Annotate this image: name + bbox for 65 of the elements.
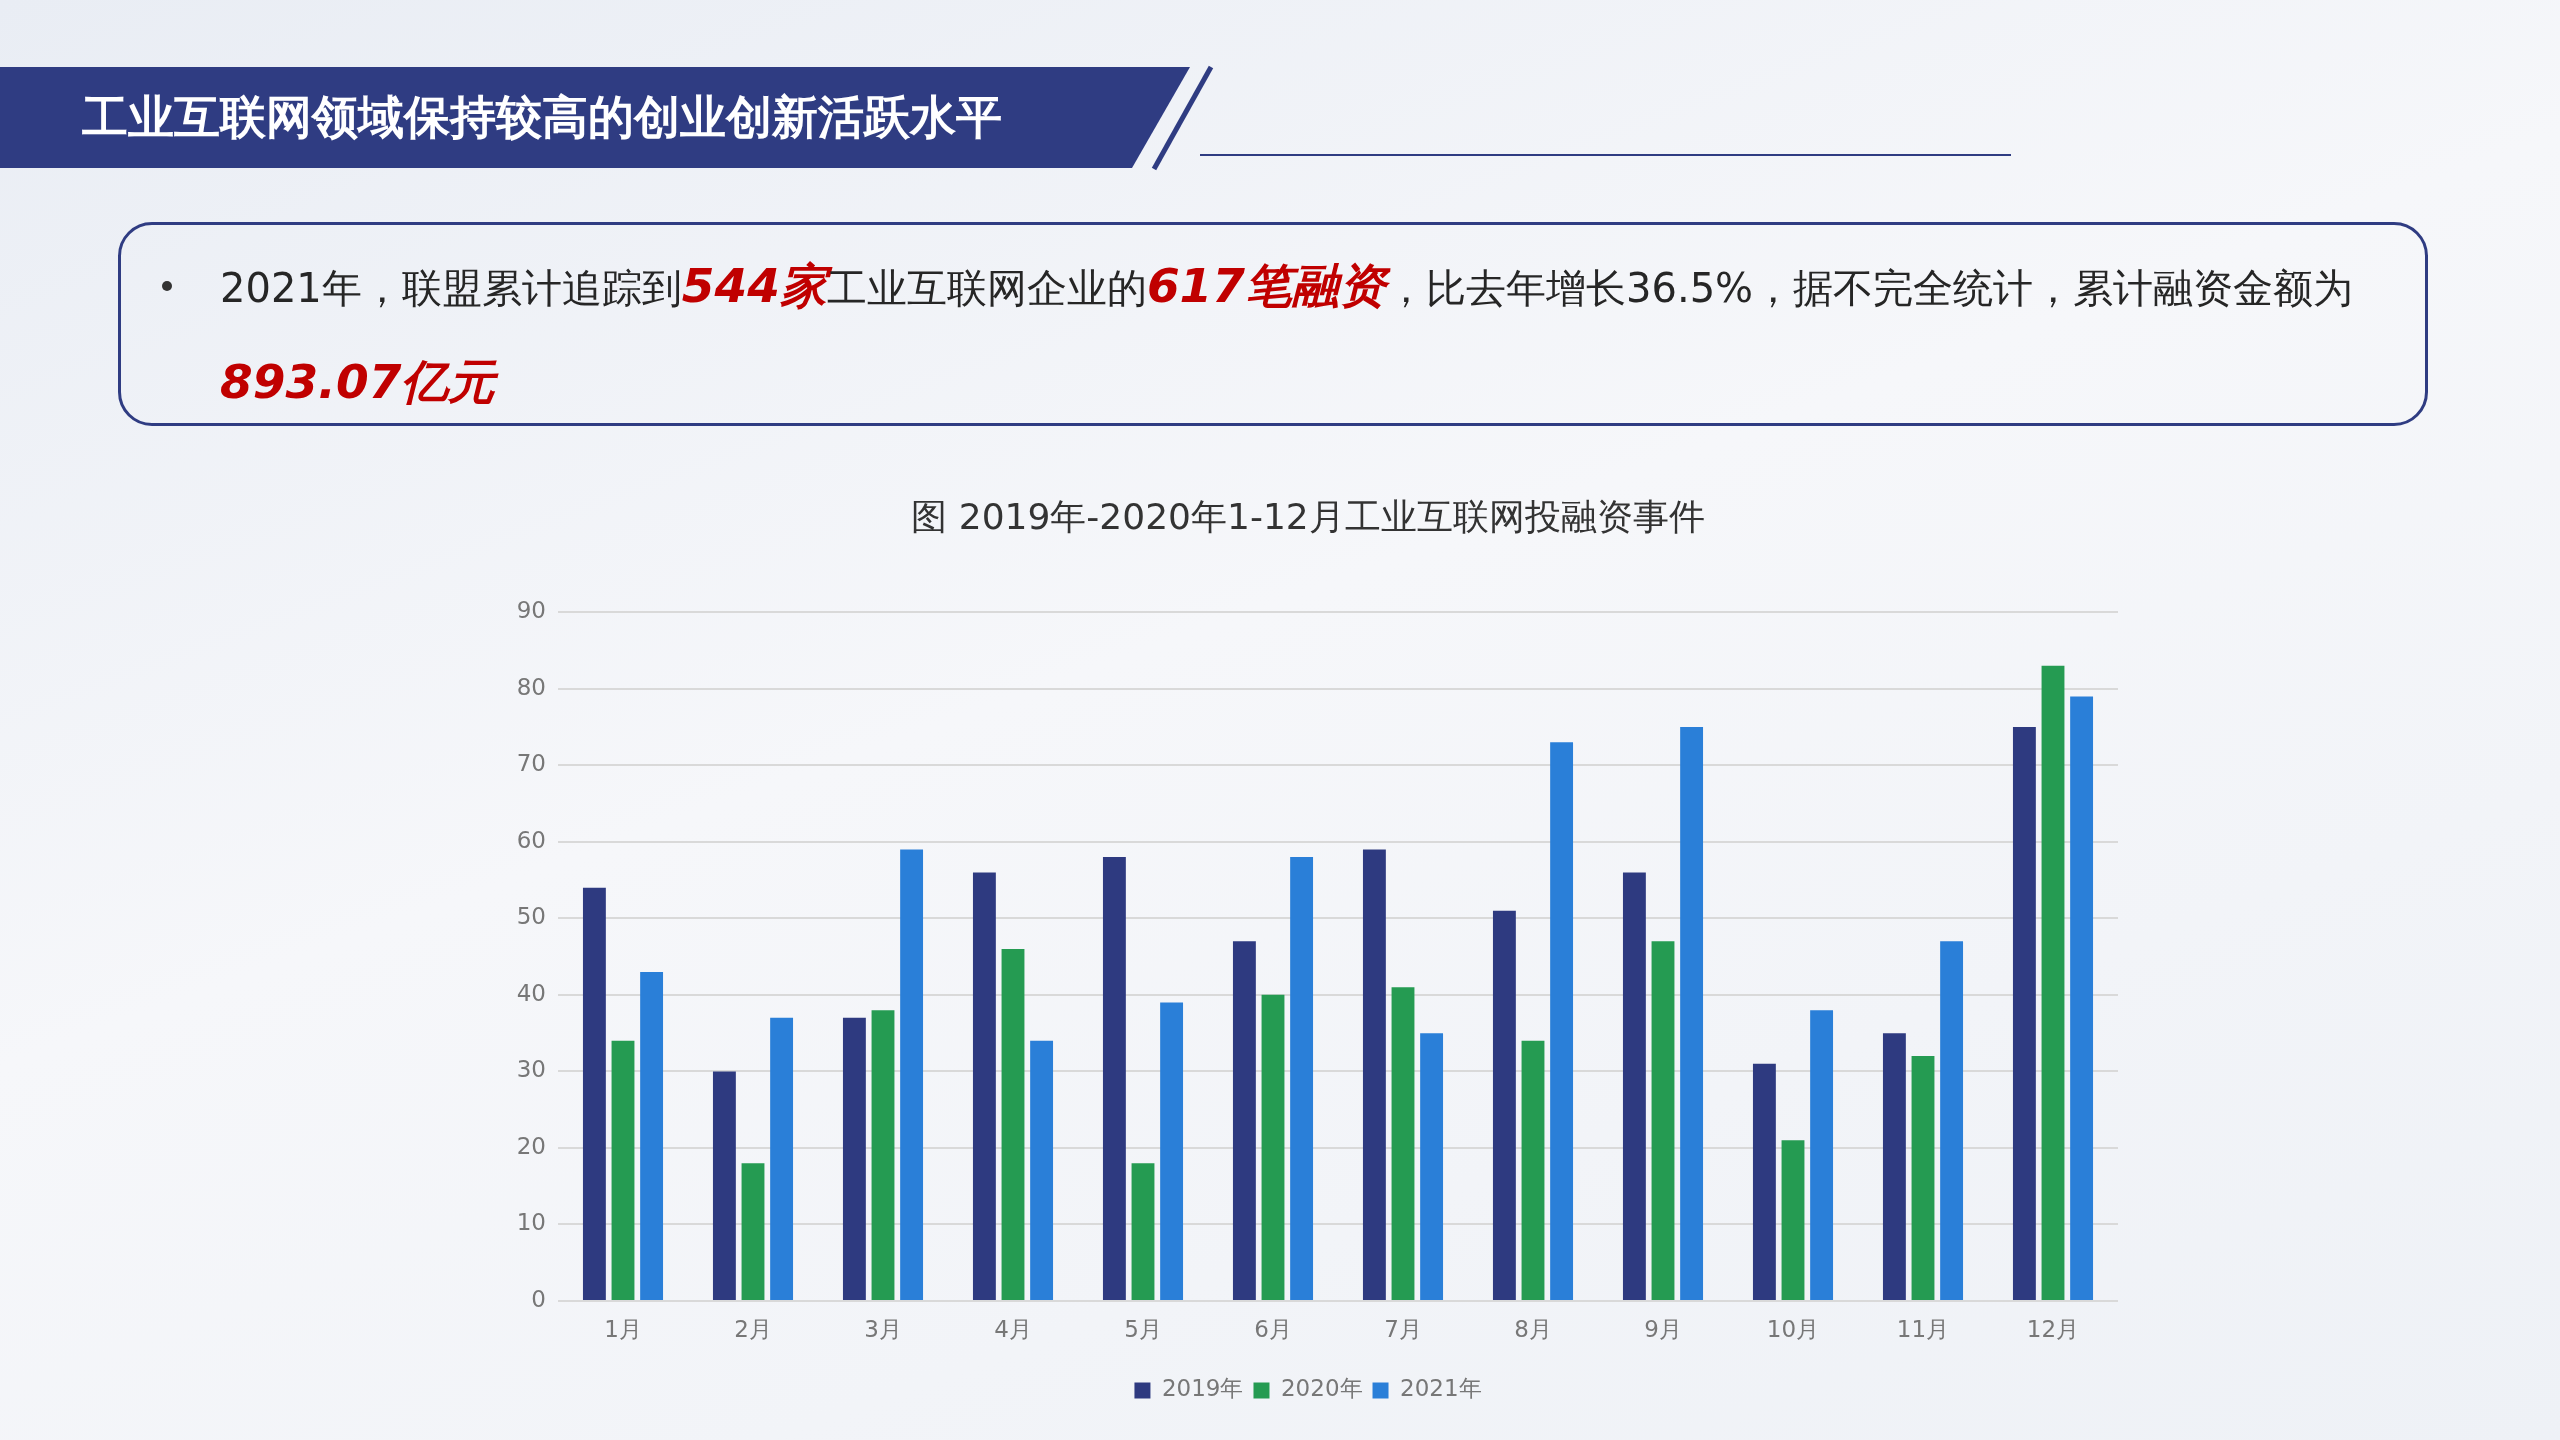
- bar: [1622, 872, 1646, 1300]
- bar: [1940, 941, 1964, 1300]
- chart-title: 工业互联网领域保持较高的创业创新活跃水平: [82, 89, 1002, 146]
- bar: [1911, 1056, 1935, 1300]
- bar: [582, 887, 606, 1300]
- x-tick-label: 2月: [734, 1315, 772, 1342]
- bar: [842, 1017, 866, 1300]
- bar: [2041, 665, 2065, 1300]
- bar: [770, 1017, 794, 1300]
- text: 2021年，联盟累计追踪到: [220, 265, 682, 311]
- y-tick-label: 30: [516, 1056, 546, 1083]
- legend-label: 2019年: [1161, 1375, 1244, 1402]
- bar: [640, 971, 664, 1300]
- bar: [2070, 696, 2094, 1300]
- bar: [1160, 1002, 1184, 1300]
- bar: [1521, 1040, 1545, 1300]
- bar: [1752, 1063, 1776, 1300]
- y-tick-label: 70: [516, 750, 546, 777]
- bar: [871, 1010, 895, 1300]
- bar: [1030, 1040, 1054, 1300]
- bar: [1290, 857, 1314, 1300]
- bar: [1810, 1010, 1834, 1300]
- y-tick-label: 60: [516, 826, 546, 853]
- bar: [2012, 727, 2036, 1300]
- y-tick-label: 50: [516, 903, 546, 930]
- bar: [1680, 727, 1704, 1300]
- y-tick-label: 10: [516, 1209, 546, 1236]
- x-tick-label: 5月: [1124, 1315, 1162, 1342]
- x-tick-label: 12月: [2026, 1315, 2080, 1342]
- x-tick-label: 4月: [994, 1315, 1032, 1342]
- y-tick-label: 0: [531, 1285, 546, 1312]
- header-banner: 工业互联网领域保持较高的创业创新活跃水平: [0, 67, 1190, 168]
- x-tick-label: 1月: [604, 1315, 642, 1342]
- bar: [1651, 941, 1675, 1300]
- y-tick-label: 40: [516, 979, 546, 1006]
- bar: [1492, 910, 1516, 1300]
- bar: [1550, 742, 1574, 1300]
- x-tick-label: 7月: [1384, 1315, 1422, 1342]
- bar: [712, 1071, 736, 1300]
- chart-subtitle: 图 2019年-2020年1-12月工业互联网投融资事件: [911, 495, 1705, 537]
- bar: [1261, 994, 1285, 1300]
- bar: [1001, 948, 1025, 1300]
- y-tick-label: 80: [516, 673, 546, 700]
- bar: [1362, 849, 1386, 1300]
- x-tick-label: 8月: [1514, 1315, 1552, 1342]
- bar: [1232, 941, 1256, 1300]
- bar: [1102, 857, 1126, 1300]
- bar: [1781, 1140, 1805, 1300]
- legend-label: 2020年: [1280, 1375, 1363, 1402]
- bar: [1131, 1163, 1155, 1300]
- y-tick-label: 90: [516, 597, 546, 624]
- y-tick-label: 20: [516, 1132, 546, 1159]
- bar: [1882, 1033, 1906, 1300]
- bar: [1420, 1033, 1444, 1300]
- bar: [611, 1040, 635, 1300]
- bar: [900, 849, 924, 1300]
- x-tick-label: 11月: [1896, 1315, 1950, 1342]
- x-tick-label: 6月: [1254, 1315, 1292, 1342]
- x-tick-label: 10月: [1766, 1315, 1820, 1342]
- bar: [741, 1163, 765, 1300]
- bar: [972, 872, 996, 1300]
- x-tick-label: 9月: [1644, 1315, 1682, 1342]
- bar: [1391, 987, 1415, 1300]
- x-tick-label: 3月: [864, 1315, 902, 1342]
- legend-label: 2021年: [1400, 1375, 1482, 1402]
